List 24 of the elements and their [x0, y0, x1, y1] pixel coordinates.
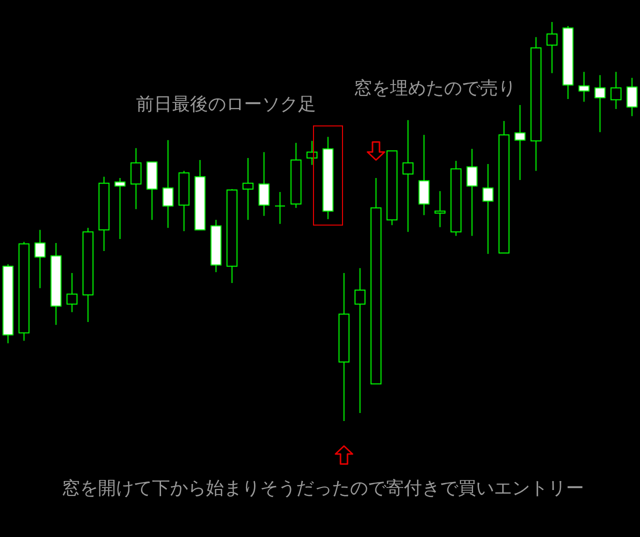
candlestick — [130, 148, 142, 210]
candlestick — [354, 268, 366, 414]
candlestick — [482, 164, 494, 254]
candlestick — [578, 71, 590, 102]
candlestick — [626, 77, 638, 117]
candlestick — [546, 22, 558, 74]
annotation: 窓を埋めたので売り — [354, 78, 516, 99]
candlestick — [34, 229, 46, 289]
text: 窓を開けて下から始まりそうだったので寄付きで買いエントリー — [62, 478, 584, 499]
candlestick — [306, 140, 318, 166]
candlestick — [514, 104, 526, 181]
candlestick — [402, 120, 414, 232]
candlestick — [66, 272, 78, 313]
candlestick — [594, 74, 606, 133]
candlestick — [466, 148, 478, 236]
candlestick — [258, 152, 270, 216]
candlestick — [610, 71, 622, 110]
annotation: 前日最後のローソク足 — [136, 94, 316, 115]
candlestick — [274, 191, 286, 224]
candlestick — [434, 190, 446, 228]
candlestick — [162, 140, 174, 228]
candlestick — [418, 134, 430, 216]
candlestick — [114, 178, 126, 240]
candlestick — [242, 158, 254, 220]
